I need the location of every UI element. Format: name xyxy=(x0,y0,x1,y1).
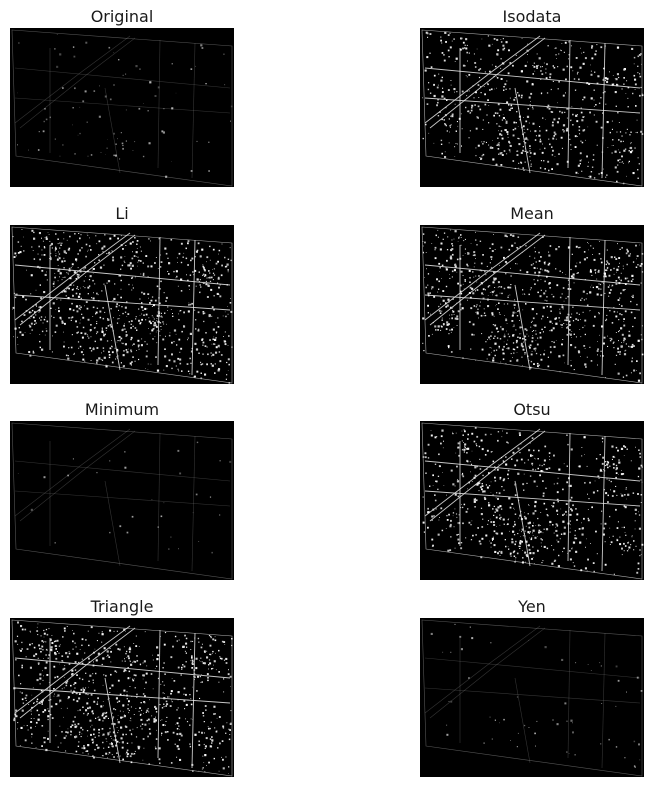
panel-minimum: Minimum xyxy=(10,399,234,580)
image-mean xyxy=(420,225,644,384)
panel-title: Yen xyxy=(420,596,644,618)
image-canvas xyxy=(10,421,234,580)
panel-isodata: Isodata xyxy=(420,6,644,187)
panel-title: Otsu xyxy=(420,399,644,421)
image-isodata xyxy=(420,28,644,187)
panel-title: Original xyxy=(10,6,234,28)
panel-otsu: Otsu xyxy=(420,399,644,580)
image-canvas xyxy=(420,618,644,777)
panel-triangle: Triangle xyxy=(10,596,234,777)
panel-title: Li xyxy=(10,203,234,225)
panel-title: Mean xyxy=(420,203,644,225)
image-original xyxy=(10,28,234,187)
panel-mean: Mean xyxy=(420,203,644,384)
panel-li: Li xyxy=(10,203,234,384)
panel-title: Minimum xyxy=(10,399,234,421)
image-canvas xyxy=(420,225,644,384)
image-triangle xyxy=(10,618,234,777)
panel-title: Triangle xyxy=(10,596,234,618)
image-minimum xyxy=(10,421,234,580)
image-canvas xyxy=(10,225,234,384)
image-yen xyxy=(420,618,644,777)
panel-original: Original xyxy=(10,6,234,187)
image-canvas xyxy=(420,28,644,187)
image-canvas xyxy=(10,28,234,187)
image-canvas xyxy=(10,618,234,777)
panel-yen: Yen xyxy=(420,596,644,777)
panel-title: Isodata xyxy=(420,6,644,28)
image-canvas xyxy=(420,421,644,580)
image-li xyxy=(10,225,234,384)
image-otsu xyxy=(420,421,644,580)
